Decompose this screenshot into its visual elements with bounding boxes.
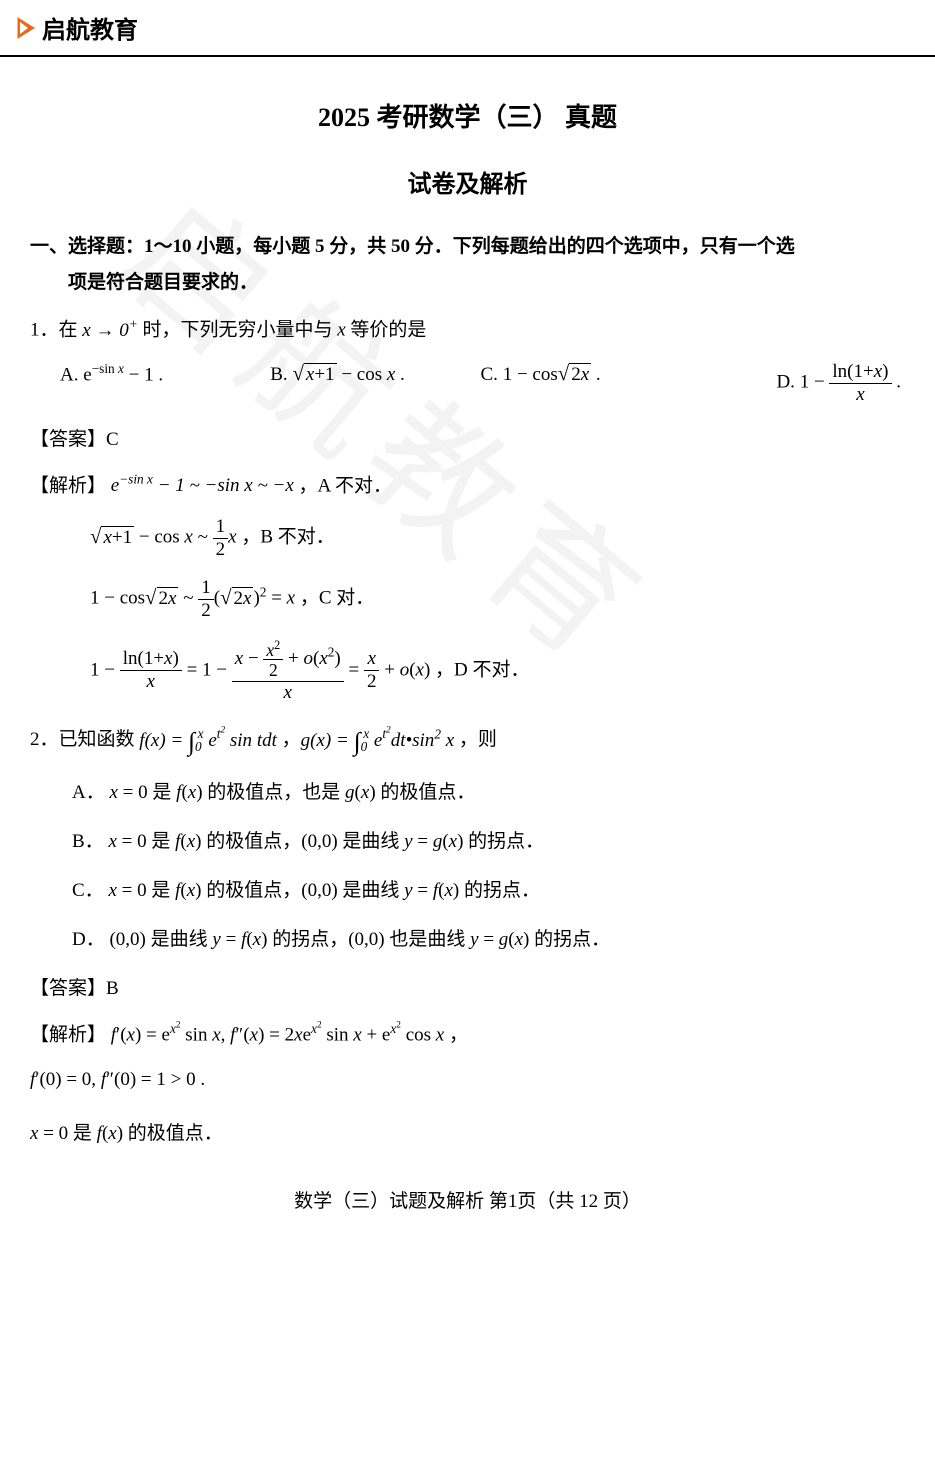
document-title: 2025 考研数学（三） 真题 (30, 97, 905, 134)
q2-option-c: C． x = 0 是 f(x) 的极值点，(0,0) 是曲线 y = f(x) … (30, 875, 905, 902)
q1-suffix: 时，下列无穷小量中与 x 等价的是 (138, 320, 427, 341)
section-1-text-2: 项是符合题目要求的． (30, 265, 905, 301)
q2-option-b: B． x = 0 是 f(x) 的极值点，(0,0) 是曲线 y = g(x) … (30, 826, 905, 853)
q1-option-a: A. e−sin x − 1 . (60, 361, 270, 406)
section-1-text-1: 一、选择题：1～10 小题，每小题 5 分，共 50 分．下列每题给出的四个选项… (30, 236, 795, 257)
q2-prefix: 已知函数 (59, 730, 140, 751)
q2-option-d: D． (0,0) 是曲线 y = f(x) 的拐点，(0,0) 也是曲线 y =… (30, 924, 905, 951)
q1-analysis-c: 1 − cos√2x ~ 12(√2x)2 = x ，C 对． (30, 577, 905, 622)
q1-stem: 1．在 x → 0+ 时，下列无穷小量中与 x 等价的是 (30, 313, 905, 347)
q1-analysis-a: 【解析】 e−sin x − 1 ~ −sin x ~ −x ，A 不对． (30, 469, 905, 503)
q2-analysis-2: f′(0) = 0, f″(0) = 1 > 0 . (30, 1064, 905, 1096)
q2-answer: 【答案】B (30, 973, 905, 1000)
brand-logo-icon (14, 16, 38, 40)
q2-analysis-1: 【解析】 f′(x) = ex2 sin x, f″(x) = 2xex2 si… (30, 1018, 905, 1052)
q2-option-a: A． x = 0 是 f(x) 的极值点，也是 g(x) 的极值点． (30, 777, 905, 804)
page-header: 启航教育 (0, 0, 935, 57)
q2-analysis-3: x = 0 是 f(x) 的极值点． (30, 1118, 905, 1150)
q1-option-c: C. 1 − cos√2x . (481, 361, 691, 406)
q1-prefix: 在 (59, 320, 83, 341)
q1-answer: 【答案】C (30, 424, 905, 451)
q2-stem: 2．已知函数 f(x) = ∫0x et2 sin tdt ，g(x) = ∫0… (30, 719, 905, 763)
q1-option-b: B. √x+1 − cos x . (270, 361, 480, 406)
section-1-header: 一、选择题：1～10 小题，每小题 5 分，共 50 分．下列每题给出的四个选项… (30, 229, 905, 301)
q1-analysis-b: √x+1 − cos x ~ 12x ，B 不对． (30, 516, 905, 561)
q1-math: x → 0+ (82, 320, 137, 341)
page-footer: 数学（三）试题及解析 第1页（共 12 页） (0, 1172, 935, 1223)
q1-options: A. e−sin x − 1 . B. √x+1 − cos x . C. 1 … (30, 361, 905, 406)
q2-number: 2． (30, 730, 59, 751)
brand-name: 启航教育 (42, 10, 138, 45)
document-subtitle: 试卷及解析 (30, 164, 905, 199)
q1-number: 1． (30, 320, 59, 341)
q1-analysis-d: 1 − ln(1+x)x = 1 − x − x22 + o(x2)x = x2… (30, 638, 905, 704)
q1-option-d: D. 1 − ln(1+x)x . (691, 361, 905, 406)
